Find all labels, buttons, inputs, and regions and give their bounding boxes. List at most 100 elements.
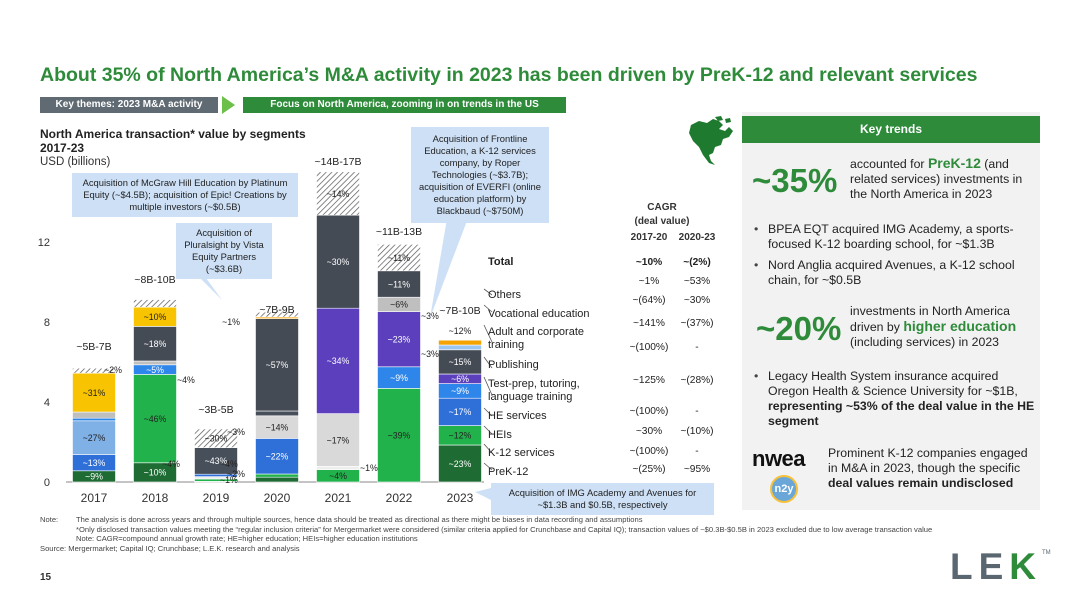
bar-segment-label: ~10% bbox=[144, 312, 167, 322]
bar-segment-label: ~11% bbox=[388, 253, 410, 263]
cagr-row1-b: ~53% bbox=[683, 276, 711, 287]
x-tick-label: 2023 bbox=[447, 491, 474, 505]
bar-segment bbox=[377, 270, 421, 298]
bar-segment bbox=[72, 420, 116, 455]
segment-label-he-services: HE services bbox=[488, 410, 547, 422]
bar-segment bbox=[255, 410, 299, 417]
bar-segment bbox=[133, 360, 177, 366]
arrow-icon bbox=[222, 96, 235, 114]
bar-segment bbox=[255, 473, 299, 478]
bar-segment-label: ~9% bbox=[85, 472, 103, 482]
segment-label-heis: HEIs bbox=[488, 429, 512, 441]
bar-segment bbox=[438, 339, 482, 346]
bar-segment-label: ~46% bbox=[144, 414, 167, 424]
callout-pointer bbox=[475, 488, 491, 500]
bar-side-label: ~2% bbox=[227, 469, 245, 479]
chart-heading: North America transaction* value by segm… bbox=[40, 127, 306, 169]
trademark: TM bbox=[1042, 550, 1051, 556]
cagr-row4-a: ~(100%) bbox=[629, 342, 669, 353]
bar-segment-label: ~12% bbox=[449, 431, 472, 441]
chart-period: 2017-23 bbox=[40, 141, 85, 155]
bar-segment bbox=[377, 311, 421, 368]
cagr-row8-b: - bbox=[695, 446, 699, 457]
segment-label-testprep: Test-prep, tutoring, language training bbox=[488, 378, 580, 403]
bar-segment-label: ~17% bbox=[327, 435, 350, 445]
cagr-row2-a: ~(64%) bbox=[632, 295, 666, 306]
cagr-row9-b: ~95% bbox=[683, 464, 711, 475]
callout-pointer bbox=[430, 213, 470, 318]
cagr-row7-a: ~30% bbox=[635, 426, 663, 437]
legend-leader-line bbox=[483, 376, 493, 396]
bar-segment-label: ~9% bbox=[451, 386, 469, 396]
bar-segment-label: ~6% bbox=[390, 300, 408, 310]
cagr-col1-header: 2017-20 bbox=[630, 232, 668, 243]
lek-logo: LEK bbox=[950, 546, 1043, 587]
cagr-subheader: (deal value) bbox=[634, 216, 690, 227]
bar-segment bbox=[377, 244, 421, 272]
legend-leader-line bbox=[483, 356, 493, 369]
bar-total-label: ~7B-9B bbox=[259, 304, 294, 316]
bar-segment-label: ~14% bbox=[266, 422, 289, 432]
bar-side-label: ~1% bbox=[360, 463, 378, 473]
bar-side-label: ~4% bbox=[162, 459, 180, 469]
bar-segment-label: ~23% bbox=[449, 459, 472, 469]
legend-leader-line bbox=[483, 407, 493, 417]
stat-35-description: accounted for PreK-12 (and related servi… bbox=[850, 155, 1023, 202]
bar-segment bbox=[72, 367, 116, 374]
callout-2019: Acquisition of Pluralsight by Vista Equi… bbox=[176, 223, 272, 279]
source-note: Source: Mergermarket; Capital IQ; Crunch… bbox=[40, 543, 300, 553]
bar-segment bbox=[255, 438, 299, 475]
bar-total-label: ~7B-10B bbox=[439, 305, 480, 317]
chart-units: USD (billions) bbox=[40, 156, 111, 168]
cagr-row3-b: ~(37%) bbox=[680, 318, 714, 329]
bar-segment bbox=[438, 397, 482, 426]
bar-segment-label: ~22% bbox=[266, 452, 289, 462]
bar-segment-label: ~18% bbox=[144, 339, 167, 349]
bar-segment bbox=[438, 349, 482, 375]
bar-segment bbox=[316, 413, 360, 467]
bar-segment-label: ~15% bbox=[449, 357, 472, 367]
y-tick-label: 4 bbox=[44, 397, 50, 409]
note-2: *Only disclosed transaction values meeti… bbox=[76, 524, 933, 534]
bar-segment-label: ~4% bbox=[329, 471, 347, 481]
bar-segment bbox=[72, 372, 116, 413]
bar-segment-label: ~10% bbox=[144, 468, 167, 478]
bar-segment bbox=[316, 171, 360, 216]
bar-segment-label: ~23% bbox=[388, 335, 411, 345]
page-title: About 35% of North America’s M&A activit… bbox=[40, 64, 978, 86]
cagr-row4-b: - bbox=[695, 342, 699, 353]
bar-segment-label: ~39% bbox=[388, 431, 411, 441]
cagr-row7-b: ~(10%) bbox=[680, 426, 714, 437]
segment-label-publishing: Publishing bbox=[488, 359, 539, 371]
bar-side-label: ~3% bbox=[421, 311, 439, 321]
companies-description: Prominent K-12 companies engaged in M&A … bbox=[828, 446, 1028, 490]
cagr-total-b: ~(2%) bbox=[683, 257, 711, 268]
bar-side-label: ~3% bbox=[227, 427, 245, 437]
bar-segment-label: ~14% bbox=[327, 189, 350, 199]
segment-label-adult: Adult and corporate training bbox=[488, 326, 585, 351]
bar-segment bbox=[133, 326, 177, 362]
segment-label-k12-services: K-12 services bbox=[488, 447, 555, 459]
bar-side-label: ~1% bbox=[220, 475, 238, 485]
stat-35-percent: ~35% bbox=[752, 162, 838, 199]
x-tick-label: 2019 bbox=[203, 491, 230, 505]
north-america-map-icon bbox=[689, 116, 733, 165]
page-number: 15 bbox=[40, 572, 52, 583]
legend-leader-line bbox=[483, 443, 493, 454]
callout-2023: Acquisition of IMG Academy and Avenues f… bbox=[491, 483, 714, 515]
legend-leader-line bbox=[483, 304, 493, 313]
cagr-row5-b: ~(28%) bbox=[680, 375, 714, 386]
note-3: Note: CAGR=compound annual growth rate; … bbox=[76, 534, 418, 544]
bar-segment bbox=[194, 447, 238, 475]
bar-segment bbox=[438, 320, 482, 341]
legend-leader-line bbox=[483, 324, 493, 343]
cagr-row6-b: - bbox=[695, 406, 699, 417]
cagr-total-a: ~10% bbox=[635, 257, 663, 268]
x-tick-label: 2021 bbox=[325, 491, 352, 505]
cagr-row3-a: ~141% bbox=[632, 318, 665, 329]
bar-total-label: ~5B-7B bbox=[76, 341, 111, 353]
y-tick-label: 8 bbox=[44, 317, 50, 329]
chart-title: North America transaction* value by segm… bbox=[40, 127, 306, 141]
bar-segment bbox=[255, 476, 299, 483]
